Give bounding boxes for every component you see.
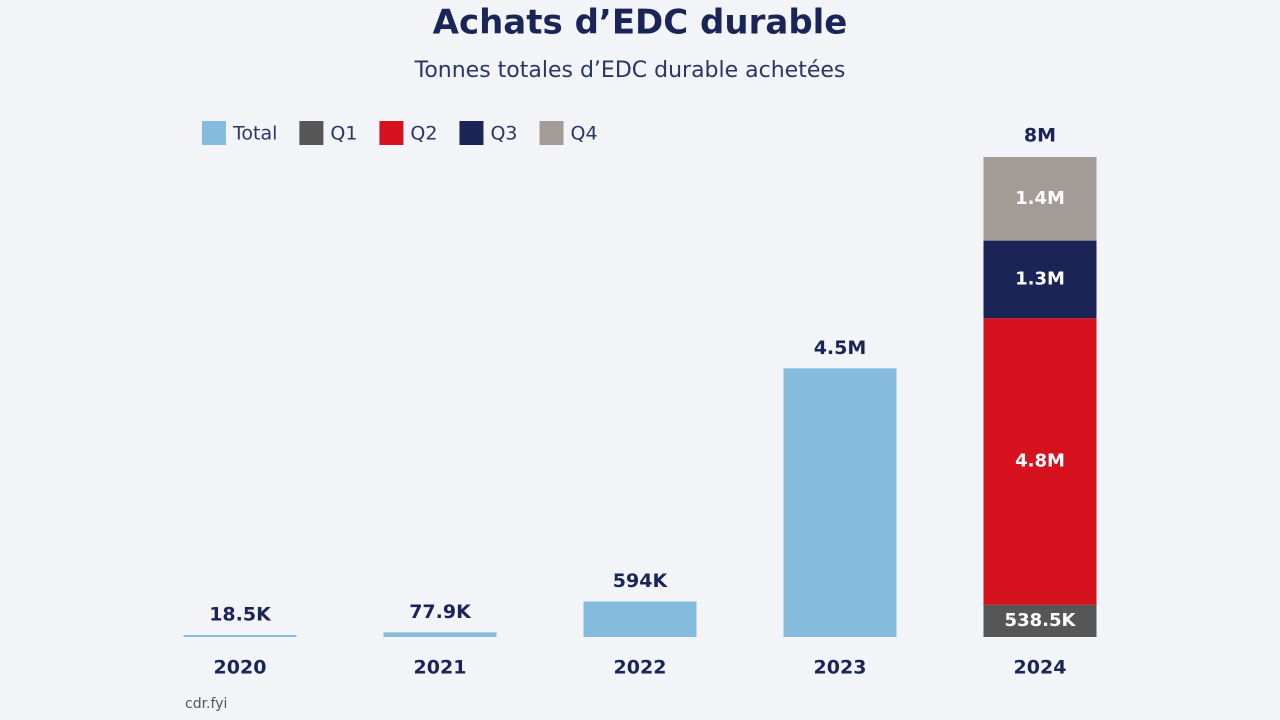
- bar-segment: [983, 318, 1097, 605]
- bar-value-label: 18.5K: [209, 604, 272, 626]
- legend-label: Q3: [490, 123, 517, 145]
- bar-value-label: 77.9K: [409, 601, 472, 623]
- legend-label: Q2: [410, 123, 437, 145]
- bar-segment: [783, 368, 897, 637]
- segment-label: 1.3M: [1015, 268, 1065, 289]
- bar-segment: [983, 604, 1097, 637]
- legend-label: Q1: [330, 123, 357, 145]
- bar-value-label: 4.5M: [814, 337, 867, 359]
- legend-label: Total: [232, 123, 277, 145]
- x-tick-label: 2022: [614, 657, 667, 679]
- legend-swatch: [539, 121, 564, 145]
- chart-subtitle: Tonnes totales d’EDC durable achetées: [414, 58, 846, 83]
- segment-label: 4.8M: [1015, 451, 1065, 472]
- chart-title: Achats d’EDC durable: [433, 3, 848, 43]
- x-tick-label: 2021: [414, 657, 467, 679]
- bar-segment: [583, 601, 697, 637]
- legend-swatch: [379, 121, 404, 145]
- bar-segment: [383, 632, 497, 637]
- x-tick-label: 2023: [814, 657, 867, 679]
- segment-label: 1.4M: [1015, 188, 1065, 209]
- stack-total-label: 8M: [1024, 125, 1056, 147]
- legend-swatch: [299, 121, 324, 145]
- source: cdr.fyi: [185, 696, 227, 712]
- bar-segment: [183, 635, 297, 637]
- x-tick-label: 2024: [1014, 657, 1067, 679]
- bar-segment: [983, 157, 1097, 241]
- segment-label: 538.5K: [1005, 610, 1077, 631]
- legend-swatch: [202, 121, 226, 145]
- x-tick-label: 2020: [214, 657, 267, 679]
- bar-segment: [983, 240, 1097, 319]
- legend-label: Q4: [571, 123, 598, 145]
- bar-value-label: 594K: [613, 570, 669, 592]
- legend-swatch: [459, 121, 484, 145]
